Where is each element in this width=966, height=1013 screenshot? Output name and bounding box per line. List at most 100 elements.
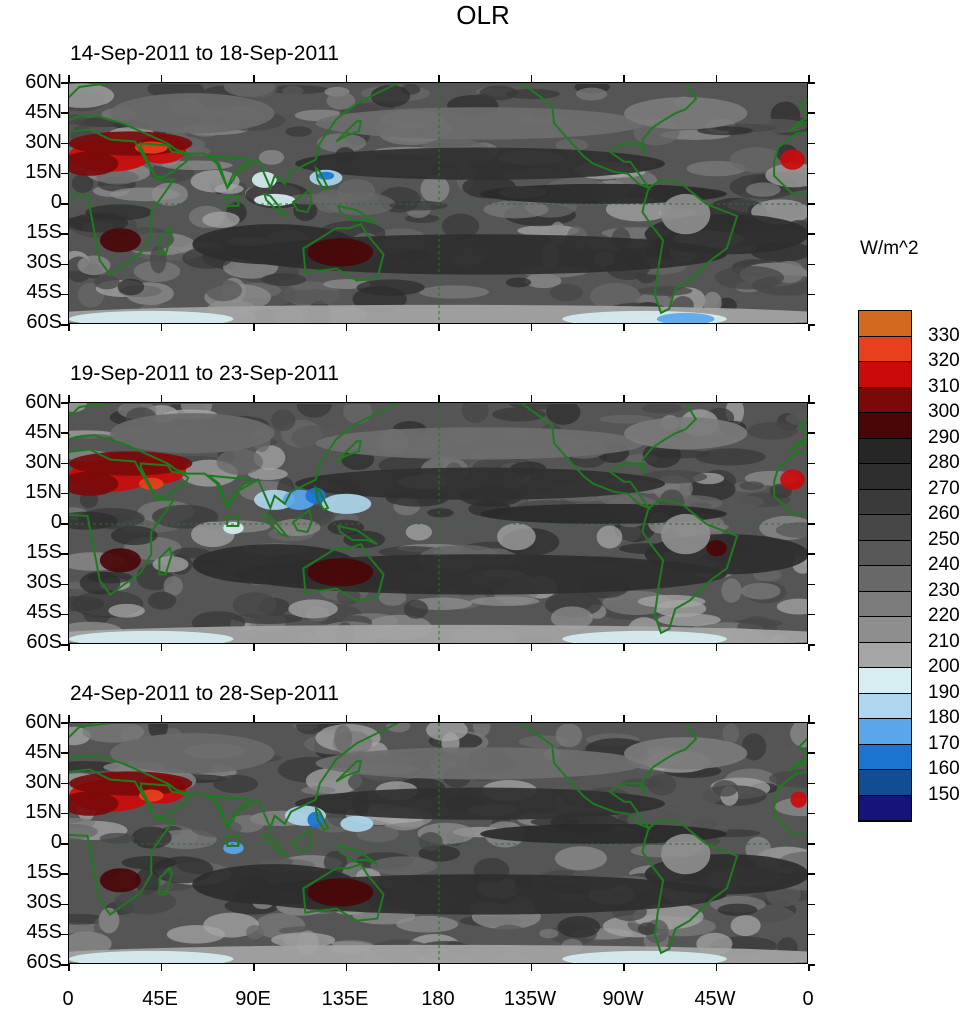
olr-cell [203,912,259,938]
olr-cell [557,916,601,938]
coastline [158,546,173,576]
olr-cell [790,723,807,748]
y-tick-label: 15N [25,481,62,503]
olr-cell [110,187,181,202]
olr-feature [251,171,277,188]
olr-cell [505,88,560,100]
y-tick [808,782,815,784]
x-tick [160,75,162,82]
coastline [291,828,313,854]
x-tick [808,964,810,971]
y-tick [808,203,815,205]
olr-cell [420,174,450,203]
y-tick-label: 0 [50,831,62,853]
olr-feature [99,868,141,893]
x-tick [808,395,810,402]
colorbar-swatch [859,591,911,617]
x-tick [68,395,70,402]
coastline [226,834,240,847]
olr-cell [712,780,739,797]
olr-feature [69,950,234,963]
x-tick [345,715,347,722]
x-tick [160,715,162,722]
y-tick [61,324,68,326]
olr-cell [213,774,259,794]
coastline [335,120,363,143]
olr-cell [232,592,277,618]
colorbar-level-label: 290 [928,426,960,448]
x-tick [438,395,440,402]
colorbar-level-label: 150 [928,783,960,805]
olr-cell [71,174,94,194]
y-tick [61,843,68,845]
olr-feature [562,630,727,643]
coastline [336,524,378,546]
coastline [302,863,385,922]
coastline [69,128,176,276]
x-tick [438,75,440,82]
olr-cell [288,599,338,619]
olr-cell [576,87,608,101]
x-tick [438,324,440,331]
olr-cell [94,275,120,290]
x-tick [715,964,717,971]
y-tick [61,233,68,235]
y-tick-label: 45N [25,741,62,763]
coastline [291,188,313,214]
olr-feature [315,747,645,780]
coastline [641,818,739,955]
olr-cell [765,163,807,188]
y-tick-label: 30S [26,571,62,593]
x-tick [253,395,255,402]
y-tick [808,722,815,724]
y-tick [61,812,68,815]
x-tick [68,75,70,82]
olr-cell [117,278,145,296]
y-tick [808,142,815,144]
olr-cell [539,928,559,939]
y-tick-label: 60S [26,631,62,653]
olr-cell [205,279,242,302]
colorbar-level-label: 170 [928,732,960,754]
colorbar-swatch [859,387,911,413]
y-tick-label: 30N [25,131,62,153]
y-tick [61,263,68,265]
y-tick [61,432,68,434]
x-tick-label: 0 [802,988,814,1010]
y-tick-label: 45N [25,101,62,123]
colorbar-level-label: 270 [928,477,960,499]
olr-feature [562,950,727,963]
coastline [469,83,698,191]
y-tick [808,172,815,175]
y-tick [808,964,815,966]
olr-cell [497,523,536,551]
x-tick [345,395,347,402]
x-tick-label: 135W [503,988,557,1010]
colorbar-swatch [859,540,911,566]
x-tick [68,324,70,331]
y-tick [808,462,815,464]
olr-cell [657,613,721,627]
x-tick [68,964,70,971]
coastline [69,403,399,511]
olr-cell [505,277,532,288]
colorbar-level-label: 250 [928,528,960,550]
x-tick-label: 45W [694,988,736,1010]
coastline [139,782,190,819]
olr-feature [790,791,807,808]
x-tick [530,715,532,722]
y-tick [808,112,815,114]
x-tick-label: 90W [602,988,644,1010]
olr-cell [151,504,219,529]
olr-cell [488,924,530,949]
olr-feature [110,93,275,134]
olr-feature [315,107,645,140]
olr-cell [695,448,766,466]
olr-cell [261,273,307,286]
x-tick [345,75,347,82]
x-tick [715,715,717,722]
olr-feature [110,733,275,774]
coastline [69,448,176,596]
x-tick [438,644,440,651]
coastline [314,164,330,192]
